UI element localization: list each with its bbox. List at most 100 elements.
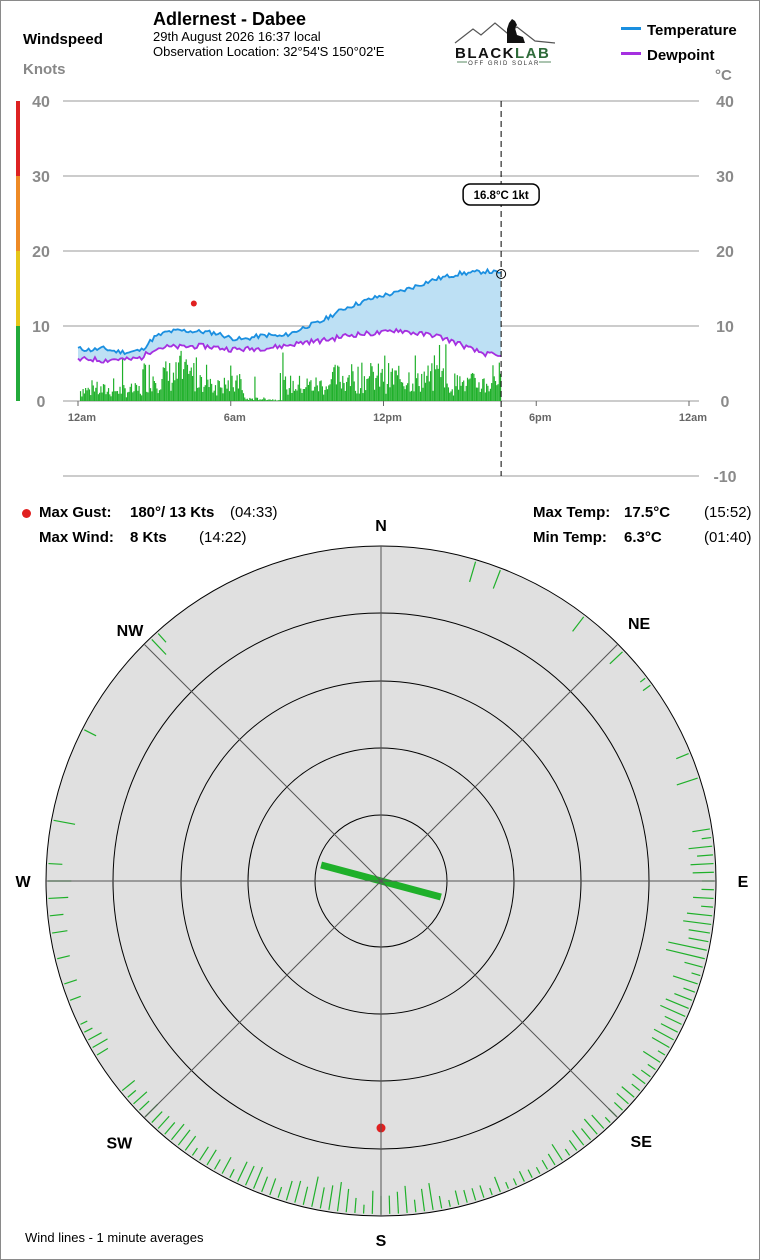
wind-direction-tick: [471, 1188, 477, 1201]
wind-direction-tick: [151, 639, 167, 655]
logo-tagline: OFF GRID SOLAR: [468, 61, 540, 67]
wind-direction-tick: [328, 1185, 334, 1210]
wind-direction-tick: [336, 1181, 342, 1212]
celsius-label: °C: [715, 67, 732, 84]
min-temp-value: 6.3°C: [624, 529, 662, 546]
wind-axis-tick-label: 40: [32, 94, 50, 111]
knots-label: Knots: [23, 61, 66, 78]
logo-graphic: BLACKLAB OFF GRID SOLAR: [454, 19, 556, 67]
wind-direction-tick: [229, 1168, 235, 1178]
current-temperature-marker: [496, 269, 507, 279]
wind-direction-tick: [684, 961, 703, 968]
wind-direction-tick: [345, 1188, 350, 1213]
wind-direction-tick: [53, 819, 76, 825]
wind-direction-tick: [127, 1089, 137, 1098]
wind-direction-tick: [438, 1195, 443, 1209]
compass-spoke: [143, 880, 382, 1119]
wind-direction-tick: [80, 1020, 88, 1025]
wind-direction-tick: [580, 1128, 592, 1141]
wind-direction-tick: [701, 905, 714, 908]
wind-axis-tick-label: 10: [32, 319, 50, 336]
wind-direction-tick: [49, 913, 64, 917]
x-axis-tick-label: 12am: [68, 412, 96, 424]
wind-direction-tick: [157, 633, 167, 643]
wind-direction-tick: [92, 1038, 108, 1049]
wind-direction-tick: [261, 1176, 269, 1193]
compass-label-sw: SW: [106, 1136, 133, 1153]
wind-direction-tick: [609, 651, 623, 665]
wind-direction-tick: [48, 896, 69, 900]
wind-direction-tick: [527, 1169, 533, 1178]
wind-direction-tick: [591, 1114, 605, 1129]
wind-direction-tick: [701, 836, 712, 840]
wind-direction-tick: [676, 777, 698, 786]
wind-speed-bars: [79, 344, 502, 401]
temp-axis-tick-label: 20: [716, 244, 734, 261]
wind-direction-tick: [151, 1111, 163, 1123]
compass-spoke: [143, 643, 382, 882]
temp-axis-tick-label: -10: [713, 469, 736, 486]
wind-direction-tick: [647, 1063, 656, 1071]
wind-direction-tick: [547, 1153, 556, 1166]
wind-direction-tick: [164, 1122, 176, 1135]
wind-direction-tick: [191, 1147, 198, 1156]
wind-direction-tick: [371, 1190, 374, 1214]
wind-direction-tick: [691, 972, 701, 977]
wind-direction-tick: [672, 975, 698, 985]
compass-label-se: SE: [631, 1134, 653, 1151]
wind-direction-tick: [404, 1185, 408, 1214]
wind-direction-tick: [683, 920, 712, 926]
compass-label-s: S: [376, 1233, 387, 1250]
max-temp-value: 17.5°C: [624, 504, 671, 521]
wind-direction-tick: [692, 828, 710, 833]
wind-direction-tick: [604, 1116, 611, 1123]
dewpoint-line: [77, 327, 502, 364]
wind-direction-tick: [199, 1146, 209, 1161]
wind-scale-band: [16, 101, 20, 176]
wind-direction-tick: [206, 1149, 217, 1166]
compass-label-nw: NW: [117, 623, 145, 640]
wind-direction-tick: [535, 1166, 541, 1174]
svg-text:BLACKLAB: BLACKLAB: [455, 45, 550, 62]
wind-direction-tick: [253, 1166, 264, 1189]
max-wind-time: (14:22): [199, 529, 247, 546]
max-gust-label: Max Gust:: [39, 504, 112, 521]
x-axis-tick-label: 6pm: [529, 412, 552, 424]
wind-direction-tick: [688, 937, 709, 943]
wind-direction-tick: [551, 1143, 563, 1161]
wind-direction-tick: [354, 1197, 357, 1214]
wind-direction-tick: [674, 993, 693, 1001]
wind-direction-tick: [489, 1187, 493, 1196]
wind-direction-tick: [642, 684, 651, 692]
wind-direction-tick: [469, 561, 477, 583]
wind-direction-tick: [57, 955, 70, 960]
wind-direction-tick: [660, 1004, 686, 1017]
compass-label-e: E: [738, 874, 749, 891]
wind-direction-tick: [213, 1159, 221, 1170]
wind-direction-tick: [688, 845, 713, 850]
current-readout-label: 16.8°C 1kt: [474, 190, 529, 202]
wind-direction-tick: [571, 1130, 585, 1146]
wind-direction-tick: [693, 896, 714, 900]
wind-direction-tick: [660, 1023, 678, 1033]
wind-direction-tick: [621, 1086, 635, 1098]
report-datetime: 29th August 2026 16:37 local: [153, 29, 321, 44]
wind-direction-tick: [690, 862, 714, 866]
wind-direction-tick: [665, 948, 705, 960]
wind-direction-tick: [494, 1176, 501, 1193]
wind-direction-tick: [121, 1079, 136, 1092]
temp-axis-tick-label: 40: [716, 94, 734, 111]
wind-direction-tick: [88, 1032, 102, 1041]
wind-direction-tick: [657, 1050, 666, 1056]
wind-direction-tick: [428, 1183, 434, 1210]
page-title: Adlernest - Dabee: [153, 9, 307, 29]
wind-direction-tick: [688, 929, 710, 934]
temp-axis-tick-label: 0: [721, 394, 730, 411]
wind-lines-footnote: Wind lines - 1 minute averages: [25, 1230, 204, 1245]
max-temp-label: Max Temp:: [533, 504, 611, 521]
wind-axis-tick-label: 20: [32, 244, 50, 261]
temp-axis-tick-label: 30: [716, 169, 734, 186]
wind-direction-tick: [512, 1178, 517, 1186]
min-temp-label: Min Temp:: [533, 529, 607, 546]
